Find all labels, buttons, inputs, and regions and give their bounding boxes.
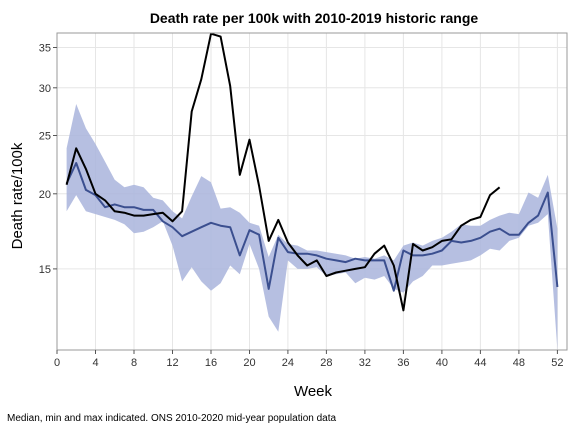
x-tick-label: 28 bbox=[320, 357, 332, 369]
x-tick-label: 48 bbox=[513, 357, 525, 369]
y-tick-label: 15 bbox=[39, 264, 51, 276]
x-tick-label: 0 bbox=[54, 357, 60, 369]
x-tick-label: 32 bbox=[359, 357, 371, 369]
x-tick-label: 8 bbox=[131, 357, 137, 369]
x-tick-label: 44 bbox=[474, 357, 486, 369]
y-axis-title: Death rate/100k bbox=[9, 142, 26, 249]
x-tick-label: 16 bbox=[205, 357, 217, 369]
y-tick-label: 25 bbox=[39, 131, 51, 143]
x-tick-label: 12 bbox=[166, 357, 178, 369]
x-tick-label: 20 bbox=[243, 357, 255, 369]
x-tick-label: 40 bbox=[436, 357, 448, 369]
footnote: Median, min and max indicated. ONS 2010-… bbox=[7, 413, 337, 424]
x-axis-title: Week bbox=[294, 383, 333, 400]
x-tick-label: 4 bbox=[92, 357, 98, 369]
chart-title: Death rate per 100k with 2010-2019 histo… bbox=[150, 10, 479, 26]
x-tick-label: 52 bbox=[551, 357, 563, 369]
current-year-line bbox=[65, 32, 501, 312]
x-tick-label: 36 bbox=[397, 357, 409, 369]
plot-frame bbox=[56, 32, 568, 351]
lines-layer bbox=[65, 32, 559, 312]
median-line bbox=[65, 162, 559, 292]
y-tick-label: 20 bbox=[39, 189, 51, 201]
x-tick-label: 24 bbox=[282, 357, 294, 369]
y-tick-label: 35 bbox=[39, 43, 51, 55]
y-tick-label: 30 bbox=[39, 83, 51, 95]
